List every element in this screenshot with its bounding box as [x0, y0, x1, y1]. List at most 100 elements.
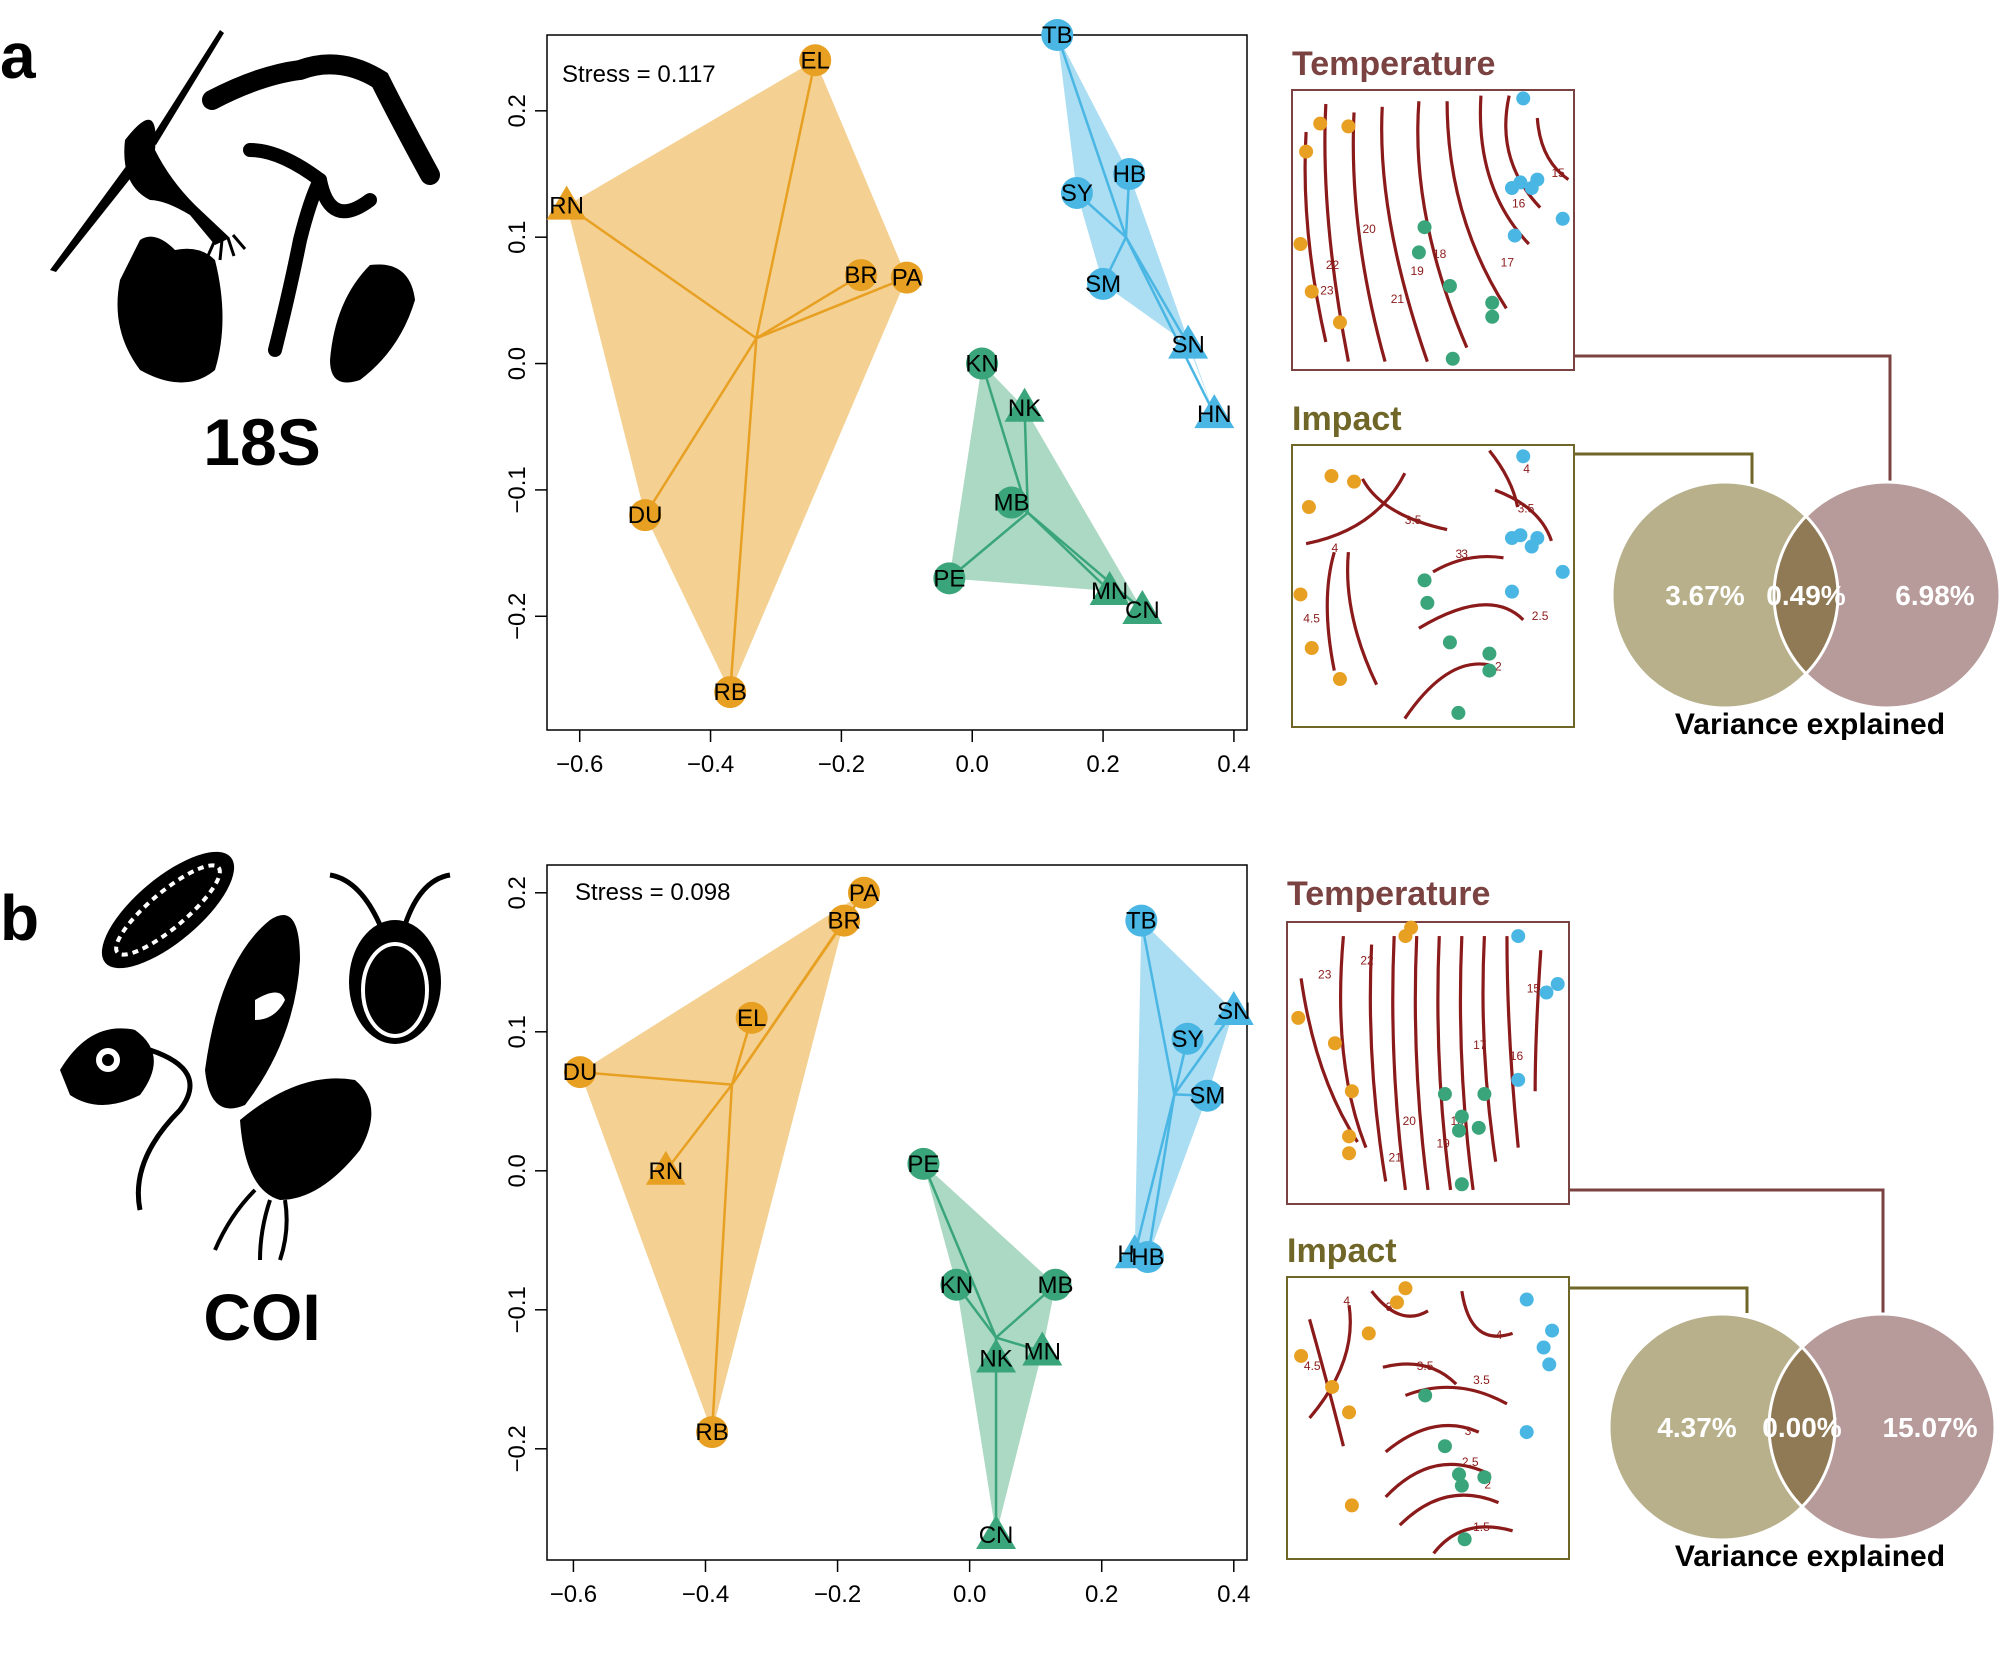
site-dot [1504, 181, 1519, 195]
contour-line [1535, 117, 1570, 181]
site-point-circle [890, 261, 923, 294]
contour-line [1418, 603, 1525, 630]
spider-line [755, 274, 862, 340]
contour-label: 2 [1495, 660, 1502, 674]
contour-label: 3.5 [1518, 502, 1535, 516]
y-tick-label: −0.2 [504, 593, 531, 640]
site-label: CN [1125, 597, 1160, 624]
site-point-triangle [1168, 324, 1209, 359]
site-point-triangle [1213, 990, 1254, 1025]
spider-line [644, 337, 758, 516]
contour-label: 4 [1523, 462, 1530, 476]
site-point-circle [1191, 1079, 1224, 1112]
site-dot [1442, 635, 1457, 650]
contour-label: 1.5 [1473, 1520, 1490, 1534]
site-label: RB [714, 679, 747, 706]
site-label: RN [549, 193, 584, 220]
contour-line [1504, 95, 1542, 209]
panel-a: a 18S −0.6 −0.4 −0.2 0.0 0.2 0.4 −0.2 −0.1 0.0 0.… [0, 19, 2000, 778]
site-point-circle [933, 562, 966, 595]
site-point-circle [845, 259, 878, 292]
impact-inset-title: Impact [1287, 1232, 1397, 1270]
site-label: TB [1126, 908, 1157, 935]
site-label: PE [933, 565, 965, 592]
dinoflagellate-silhouette-icon [329, 872, 451, 1044]
contour-line [1481, 936, 1498, 1162]
venn-overlap-value: 0.49% [1766, 580, 1845, 611]
spider-line [579, 1070, 733, 1086]
rotifer-silhouette-icon [213, 1078, 372, 1261]
contour-label: 4.5 [1304, 1359, 1321, 1373]
site-dot [1545, 1323, 1560, 1338]
site-dot [1452, 1467, 1467, 1482]
y-tick-label: −0.1 [504, 1286, 531, 1333]
hydroid-silhouette-icon [243, 143, 377, 357]
nmds-plot-coi: −0.6 −0.4 −0.2 0.0 0.2 0.4 −0.2 −0.1 0.0 0.1 0.2 PA… [504, 876, 1254, 1608]
contour-line [1494, 488, 1553, 542]
site-label: MN [1024, 1339, 1061, 1366]
contour-label: 2 [1484, 1478, 1491, 1492]
contour-label: 4 [1496, 1328, 1503, 1342]
temperature-inset-title: Temperature [1287, 875, 1490, 913]
site-dot [1477, 1087, 1492, 1102]
site-dot [1437, 1087, 1452, 1102]
x-tick-label: −0.4 [687, 751, 734, 778]
contour-line [1413, 936, 1430, 1191]
spider-line [948, 511, 1029, 580]
site-dot [1332, 672, 1347, 687]
spider-line [664, 1083, 733, 1172]
bivalve-silhouette-icon [330, 264, 415, 383]
site-label: RB [695, 1419, 728, 1446]
site-point-circle [735, 1001, 768, 1034]
contour-label: 20 [1363, 222, 1377, 236]
x-tick-label: 0.2 [1085, 1581, 1118, 1608]
site-dot [1342, 1405, 1357, 1420]
contour-line [1305, 472, 1407, 546]
site-dot [1344, 1084, 1359, 1099]
contour-line [1432, 554, 1504, 574]
site-dot [1293, 587, 1308, 602]
site-point-triangle [546, 185, 587, 220]
contour-line [1505, 936, 1520, 1148]
site-dot [1304, 284, 1319, 299]
x-tick-label: 0.4 [1217, 751, 1250, 778]
site-dot [1452, 1123, 1467, 1138]
group-hull [923, 1163, 1056, 1535]
site-dot [1555, 564, 1570, 579]
x-tick-label: 0.0 [956, 751, 989, 778]
contour-label: 3 [1456, 547, 1463, 561]
contour-line [1351, 112, 1387, 363]
site-dot [1301, 500, 1316, 515]
contour-label: 22 [1360, 953, 1374, 967]
contour-line [1384, 1423, 1480, 1454]
contour-label: 19 [1410, 264, 1424, 278]
impact-connector-line [1574, 452, 1754, 484]
contour-line [1403, 662, 1490, 720]
group-hull [1057, 35, 1215, 415]
variance-venn-diagram: 3.67% 0.49% 6.98% Variance explained [1610, 480, 2000, 741]
contour-label: 17 [1473, 1038, 1487, 1052]
stress-label: Stress = 0.098 [575, 879, 730, 906]
venn-overlap-region [1769, 1348, 1835, 1506]
x-tick-label: −0.2 [814, 1581, 861, 1608]
contour-line [1404, 1385, 1508, 1406]
x-tick-label: 0.0 [953, 1581, 986, 1608]
marker-name-coi: COI [203, 1280, 320, 1354]
site-label: HB [1113, 161, 1146, 188]
spider-line [1056, 34, 1128, 238]
spider-line [730, 919, 846, 1086]
site-label: SM [1189, 1083, 1225, 1110]
site-point-circle [696, 1416, 729, 1449]
plot-frame [546, 864, 1248, 1561]
temperature-connector-line [1574, 354, 1892, 484]
contour-label: 16 [1510, 1049, 1524, 1063]
site-dot [1451, 705, 1466, 720]
site-dot [1485, 309, 1500, 324]
venn-temperature-value: 6.98% [1895, 580, 1974, 611]
contour-line [1308, 1318, 1345, 1447]
site-dot [1539, 985, 1554, 1000]
contour-line [1308, 1304, 1352, 1420]
spider-line [980, 363, 1030, 514]
site-point-circle [907, 1147, 940, 1180]
site-label: BR [844, 262, 877, 289]
